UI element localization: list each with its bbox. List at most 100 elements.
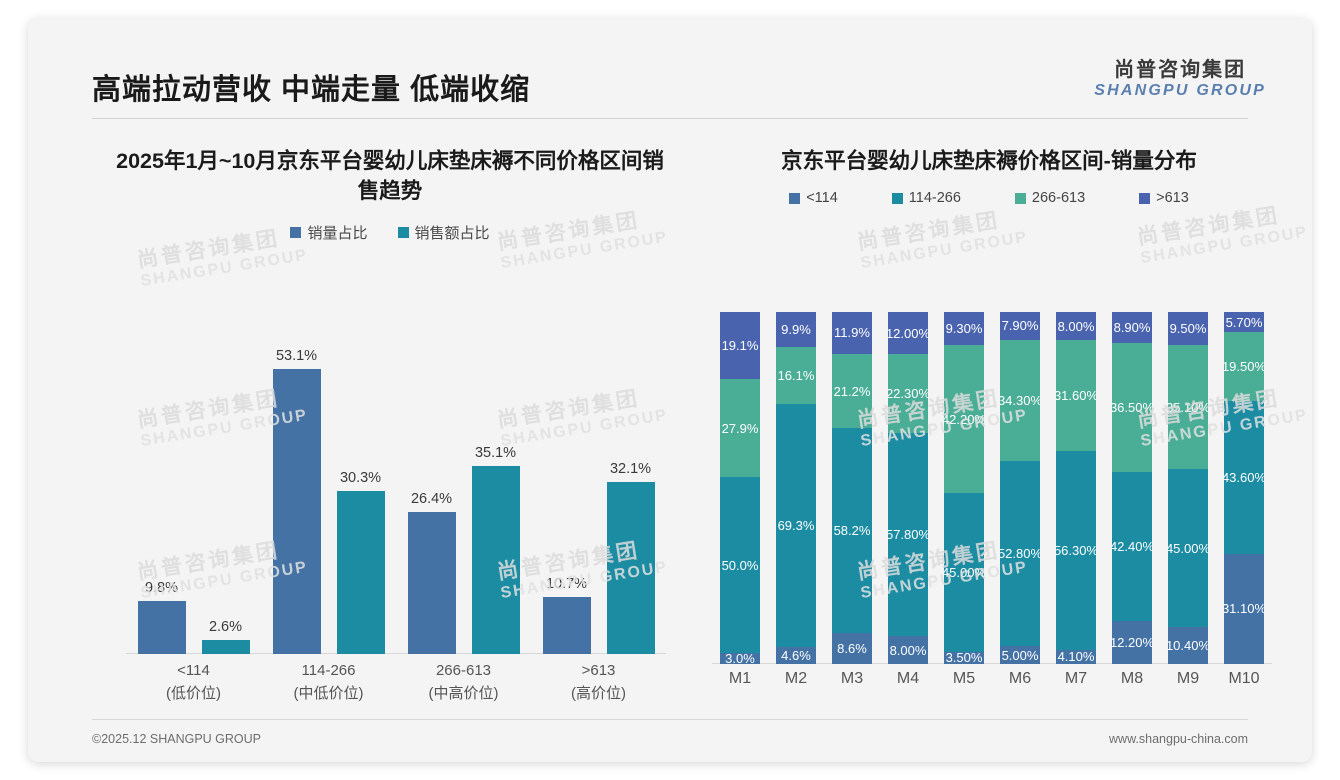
bar[interactable] [407,512,456,654]
bar-column[interactable]: 2.6% [201,619,250,654]
bar-column[interactable]: 26.4% [407,491,456,654]
segment-value-label: 45.00% [944,564,984,580]
stacked-bar-segment[interactable]: 31.60% [1056,340,1096,452]
stacked-bar-segment[interactable]: 58.2% [832,428,872,634]
right-legend-item[interactable]: 266-613 [1014,190,1085,206]
stacked-bar-segment[interactable]: 9.50% [1168,312,1208,346]
stacked-bar-segment[interactable]: 31.10% [1224,554,1264,664]
bar[interactable] [272,369,321,654]
segment-value-label: 58.2% [833,523,871,539]
stacked-bar[interactable]: 9.50% 35.10% 45.00% 10.40% [1168,312,1208,664]
stacked-bar[interactable]: 9.9% 16.1% 69.3% 4.6% [776,312,816,664]
stacked-bar-segment[interactable]: 3.50% [944,650,984,664]
right-legend-item[interactable]: >613 [1139,190,1189,206]
stacked-bar-segment[interactable]: 16.1% [776,346,816,404]
stacked-bar-segment[interactable]: 35.10% [1168,345,1208,469]
stacked-bar-segment[interactable]: 52.80% [1000,460,1040,647]
stacked-bar-column[interactable]: 8.90% 36.50% 42.40% 12.20% [1104,312,1160,664]
stacked-bar-segment[interactable]: 43.60% [1224,400,1264,555]
stacked-bar-segment[interactable]: 27.9% [720,379,760,478]
stacked-bar-segment[interactable]: 69.3% [776,403,816,648]
stacked-bar-segment[interactable]: 8.6% [832,633,872,664]
stacked-bar-segment[interactable]: 11.9% [832,312,872,354]
stacked-bar-segment[interactable]: 8.00% [1056,312,1096,341]
stacked-bar-segment[interactable]: 3.0% [720,651,760,664]
stacked-bar-segment[interactable]: 10.40% [1168,627,1208,664]
stacked-bar-segment[interactable]: 45.00% [944,493,984,652]
stacked-bar-segment[interactable]: 19.50% [1224,332,1264,401]
stacked-bar-segment[interactable]: 42.40% [1112,471,1152,622]
stacked-bar-segment[interactable]: 8.00% [888,636,928,664]
stacked-bar-segment[interactable]: 4.10% [1056,649,1096,664]
stacked-bar-column[interactable]: 9.30% 42.20% 45.00% 3.50% [936,312,992,664]
left-legend-item[interactable]: 销量占比 [290,222,368,243]
right-legend-label: 114-266 [908,190,961,207]
stacked-bar[interactable]: 8.90% 36.50% 42.40% 12.20% [1112,312,1152,664]
bar-column[interactable]: 53.1% [272,348,321,654]
segment-value-label: 31.10% [1224,601,1264,617]
stacked-bar-segment[interactable]: 34.30% [1000,339,1040,461]
stacked-bar-column[interactable]: 8.00% 31.60% 56.30% 4.10% [1048,312,1104,664]
stacked-bar-column[interactable]: 9.9% 16.1% 69.3% 4.6% [768,312,824,664]
stacked-bar-segment[interactable]: 9.9% [776,312,816,347]
x-tick-label: <114 (低价位) [126,660,261,705]
stacked-bar-segment[interactable]: 36.50% [1112,343,1152,472]
bar-column[interactable]: 32.1% [606,461,655,654]
stacked-bar[interactable]: 8.00% 31.60% 56.30% 4.10% [1056,312,1096,664]
bar[interactable] [471,465,520,654]
stacked-bar-segment[interactable]: 12.20% [1112,621,1152,664]
stacked-bar[interactable]: 19.1% 27.9% 50.0% 3.0% [720,312,760,664]
bar-value-label: 26.4% [410,491,453,508]
stacked-bar-segment[interactable]: 42.20% [944,344,984,494]
segment-value-label: 12.00% [888,325,928,341]
stacked-bar-segment[interactable]: 21.2% [832,353,872,429]
right-legend-item[interactable]: 114-266 [891,190,961,207]
legend-swatch-icon [789,192,801,204]
right-chart-panel: 京东平台婴幼儿床垫床褥价格区间-销量分布 <114 114-266 266-613 >… [690,136,1288,714]
stacked-bar-segment[interactable]: 7.90% [1000,312,1040,340]
stacked-bar-segment[interactable]: 57.80% [888,432,928,637]
stacked-bar-column[interactable]: 9.50% 35.10% 45.00% 10.40% [1160,312,1216,664]
bar[interactable] [201,640,250,654]
stacked-bar-column[interactable]: 12.00% 22.30% 57.80% 8.00% [880,312,936,664]
stacked-bar-column[interactable]: 7.90% 34.30% 52.80% 5.00% [992,312,1048,664]
stacked-bar-segment[interactable]: 19.1% [720,312,760,380]
stacked-bar-segment[interactable]: 45.00% [1168,468,1208,628]
stacked-bar-column[interactable]: 5.70% 19.50% 43.60% 31.10% [1216,312,1272,664]
bar[interactable] [542,596,591,654]
stacked-bar-segment[interactable]: 5.00% [1000,646,1040,664]
legend-swatch-icon [891,192,903,204]
stacked-bar[interactable]: 7.90% 34.30% 52.80% 5.00% [1000,312,1040,664]
bar[interactable] [606,481,655,654]
bar-column[interactable]: 35.1% [471,445,520,654]
segment-value-label: 9.9% [781,321,811,337]
stacked-bar-segment[interactable]: 4.6% [776,647,816,664]
segment-value-label: 22.30% [888,385,928,401]
stacked-bar-segment[interactable]: 9.30% [944,312,984,345]
bar-column[interactable]: 30.3% [336,470,385,654]
bar-value-label: 32.1% [609,460,652,477]
bar[interactable] [336,491,385,654]
stacked-bar[interactable]: 5.70% 19.50% 43.60% 31.10% [1224,312,1264,664]
bar[interactable] [137,601,186,654]
right-chart-x-axis-line [712,663,1272,664]
legend-swatch-icon [397,227,409,239]
stacked-bar-segment[interactable]: 5.70% [1224,312,1264,333]
stacked-bar-segment[interactable]: 22.30% [888,354,928,433]
segment-value-label: 43.60% [1224,469,1264,485]
stacked-bar-segment[interactable]: 12.00% [888,312,928,355]
stacked-bar-column[interactable]: 19.1% 27.9% 50.0% 3.0% [712,312,768,664]
stacked-bar[interactable]: 11.9% 21.2% 58.2% 8.6% [832,312,872,664]
right-legend-item[interactable]: <114 [789,190,838,206]
left-legend-label: 销售额占比 [414,225,490,243]
stacked-bar-segment[interactable]: 50.0% [720,477,760,654]
bar-column[interactable]: 10.7% [542,576,591,654]
bar-column[interactable]: 9.8% [137,580,186,654]
stacked-bar-column[interactable]: 11.9% 21.2% 58.2% 8.6% [824,312,880,664]
stacked-bar-segment[interactable]: 56.30% [1056,451,1096,650]
stacked-bar[interactable]: 9.30% 42.20% 45.00% 3.50% [944,312,984,664]
stacked-bar[interactable]: 12.00% 22.30% 57.80% 8.00% [888,312,928,664]
left-legend-item[interactable]: 销售额占比 [397,222,490,243]
stacked-bar-segment[interactable]: 8.90% [1112,312,1152,344]
segment-value-label: 19.1% [721,338,759,354]
